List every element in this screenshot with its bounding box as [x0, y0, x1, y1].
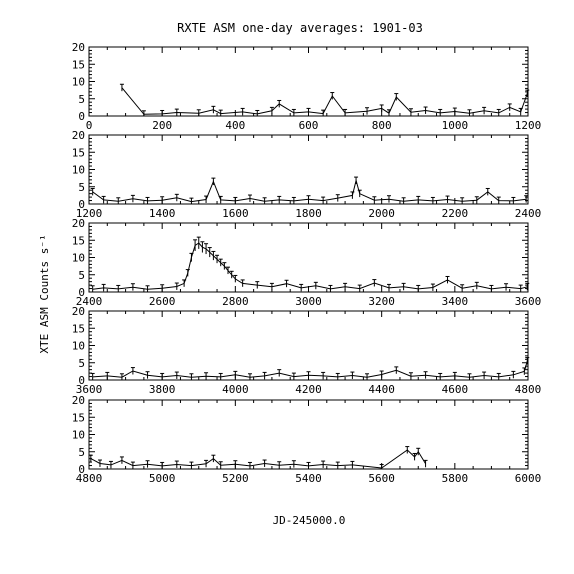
y-tick-label: 20 [72, 217, 85, 230]
y-tick-label: 20 [72, 129, 85, 142]
y-tick-label: 10 [72, 164, 85, 177]
x-tick-label: 3600 [515, 295, 542, 308]
x-tick-label: 3800 [149, 383, 176, 396]
series-line [92, 178, 527, 203]
x-tick-label: 6000 [515, 472, 542, 485]
y-axis-label: XTE ASM Counts s⁻¹ [38, 234, 51, 353]
y-tick-label: 15 [72, 58, 85, 71]
x-tick-label: 1200 [76, 207, 103, 220]
x-tick-label: 3400 [442, 295, 469, 308]
panel-frame [88, 134, 529, 205]
x-tick-label: 5600 [368, 472, 395, 485]
panel-frame [88, 310, 529, 381]
series-line [90, 449, 427, 469]
y-tick-label: 20 [72, 41, 85, 54]
y-tick-label: 5 [78, 93, 85, 106]
x-tick-label: 1200 [515, 119, 542, 132]
x-tick-label: 3600 [76, 383, 103, 396]
panel-3: 2400 2600 2800 3000 3200 3400 3600 0 5 10 15 20 [72, 217, 542, 308]
y-tick-label: 5 [78, 357, 85, 370]
y-tick-label: 10 [72, 252, 85, 265]
x-tick-label: 2200 [442, 207, 469, 220]
x-tick-label: 200 [152, 119, 172, 132]
x-tick-label: 4000 [222, 383, 249, 396]
y-tick-label: 0 [78, 463, 85, 476]
x-tick-label: 400 [225, 119, 245, 132]
x-tick-label: 800 [372, 119, 392, 132]
y-tick-label: 10 [72, 340, 85, 353]
x-tick-label: 2800 [222, 295, 249, 308]
y-tick-label: 0 [78, 110, 85, 123]
y-tick-label: 5 [78, 269, 85, 282]
x-tick-label: 1600 [222, 207, 249, 220]
y-tick-label: 15 [72, 234, 85, 247]
panel-4: 3600 3800 4000 4200 4400 4600 4800 0 5 10 15 20 [72, 305, 542, 396]
x-tick-label: 2400 [515, 207, 542, 220]
y-tick-label: 15 [72, 146, 85, 159]
y-tick-label: 10 [72, 429, 85, 442]
x-tick-label: 1000 [442, 119, 469, 132]
panel-frame [88, 399, 529, 470]
x-tick-label: 2600 [149, 295, 176, 308]
y-tick-label: 0 [78, 198, 85, 211]
y-tick-label: 5 [78, 446, 85, 459]
x-tick-label: 600 [299, 119, 319, 132]
chart-title: RXTE ASM one-day averages: 1901-03 [177, 21, 423, 35]
x-tick-label: 4800 [76, 472, 103, 485]
y-tick-label: 15 [72, 322, 85, 335]
x-tick-label: 0 [86, 119, 93, 132]
y-tick-label: 20 [72, 394, 85, 407]
x-tick-label: 5000 [149, 472, 176, 485]
x-tick-label: 2400 [76, 295, 103, 308]
x-tick-label: 4600 [442, 383, 469, 396]
x-tick-label: 5800 [442, 472, 469, 485]
x-tick-label: 1400 [149, 207, 176, 220]
y-tick-label: 20 [72, 305, 85, 318]
panel-5: 4800 5000 5200 5400 5600 5800 6000 0 5 10 15 20 [72, 394, 542, 485]
y-tick-label: 0 [78, 286, 85, 299]
x-tick-label: 5200 [222, 472, 249, 485]
x-tick-label: 2000 [368, 207, 395, 220]
series-line [92, 242, 528, 290]
x-axis-label: JD-245000.0 [273, 514, 346, 527]
y-tick-label: 5 [78, 181, 85, 194]
x-tick-label: 4200 [295, 383, 322, 396]
y-tick-label: 10 [72, 76, 85, 89]
y-tick-label: 0 [78, 374, 85, 387]
series-line [121, 87, 528, 115]
x-tick-label: 4800 [515, 383, 542, 396]
x-tick-label: 3200 [368, 295, 395, 308]
series-line [92, 360, 528, 378]
x-tick-label: 3000 [295, 295, 322, 308]
y-tick-label: 15 [72, 411, 85, 424]
panel-frame [88, 46, 529, 117]
panel-frame [88, 222, 529, 293]
x-tick-label: 4400 [368, 383, 395, 396]
x-tick-label: 5400 [295, 472, 322, 485]
panel-2: 1200 1400 1600 1800 2000 2200 2400 0 5 10 15 20 [72, 129, 542, 220]
x-tick-label: 1800 [295, 207, 322, 220]
